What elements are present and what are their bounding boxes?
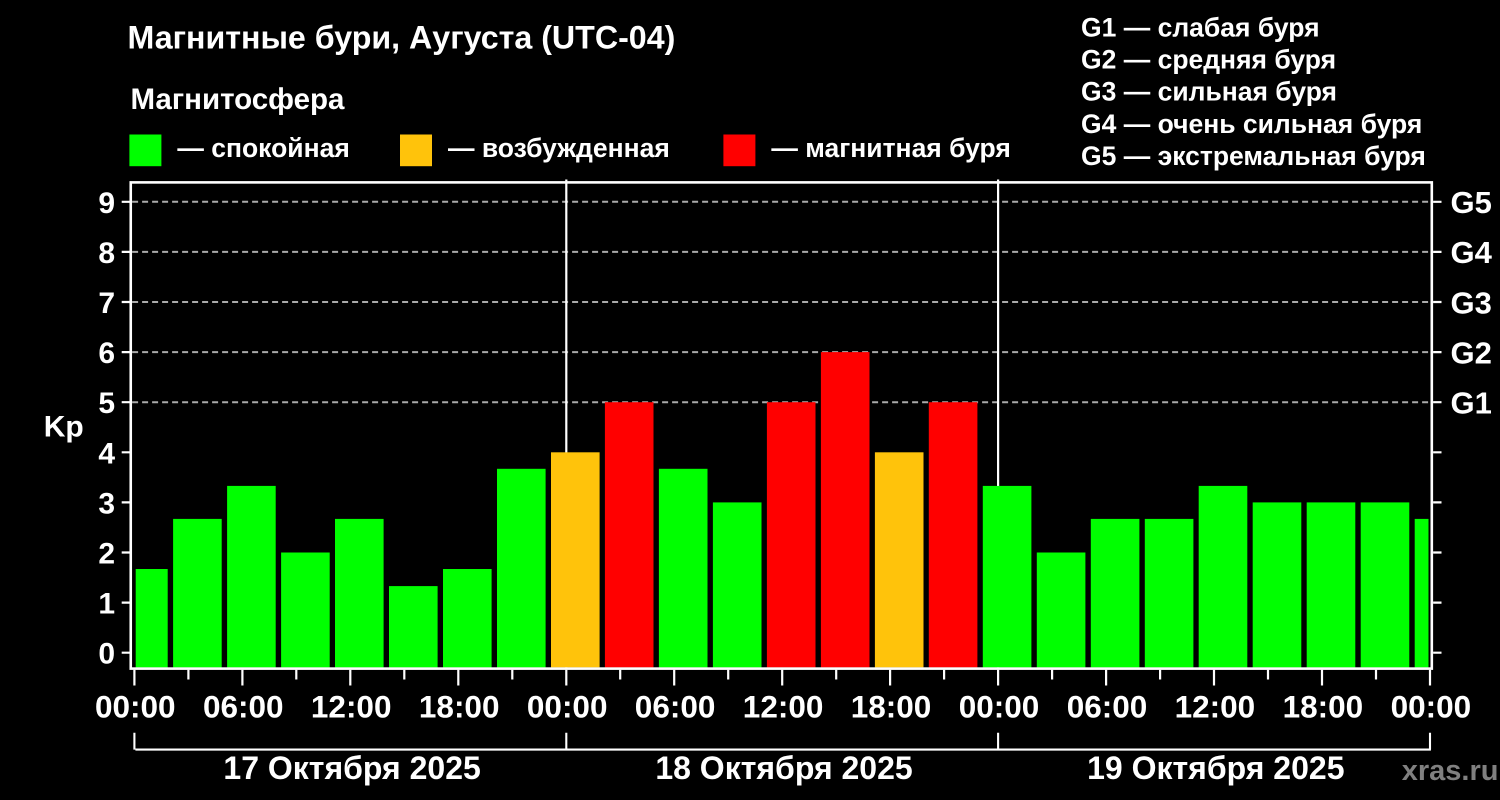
svg-text:3: 3 <box>98 487 115 520</box>
svg-text:G1 — слабая буря: G1 — слабая буря <box>1081 12 1320 42</box>
svg-text:G4: G4 <box>1451 235 1493 270</box>
svg-text:00:00: 00:00 <box>95 689 176 725</box>
svg-text:Kp: Kp <box>44 411 84 444</box>
svg-text:6: 6 <box>98 337 115 370</box>
svg-text:2: 2 <box>98 538 115 571</box>
svg-text:G5 — экстремальная буря: G5 — экстремальная буря <box>1081 141 1426 171</box>
svg-text:19 Октября 2025: 19 Октября 2025 <box>1087 750 1344 786</box>
svg-text:9: 9 <box>98 187 115 220</box>
svg-text:Магнитосфера: Магнитосфера <box>131 83 346 116</box>
svg-text:— спокойная: — спокойная <box>177 133 349 163</box>
svg-text:G5: G5 <box>1451 185 1492 220</box>
svg-text:G4 — очень сильная буря: G4 — очень сильная буря <box>1081 109 1422 139</box>
svg-text:12:00: 12:00 <box>743 689 824 725</box>
svg-text:00:00: 00:00 <box>1391 689 1472 725</box>
svg-text:xras.ru: xras.ru <box>1402 755 1499 787</box>
svg-text:— возбужденная: — возбужденная <box>448 133 670 163</box>
svg-text:G3 — сильная буря: G3 — сильная буря <box>1081 77 1337 107</box>
svg-text:18 Октября 2025: 18 Октября 2025 <box>655 750 912 786</box>
svg-text:Магнитные бури, Аугуста (UTC-0: Магнитные бури, Аугуста (UTC-04) <box>128 20 676 56</box>
svg-text:G2: G2 <box>1451 335 1492 370</box>
svg-text:G2 — средняя буря: G2 — средняя буря <box>1081 45 1336 75</box>
svg-text:1: 1 <box>98 588 115 621</box>
svg-text:00:00: 00:00 <box>527 689 608 725</box>
svg-text:18:00: 18:00 <box>851 689 932 725</box>
svg-text:00:00: 00:00 <box>959 689 1040 725</box>
svg-text:G1: G1 <box>1451 386 1492 421</box>
svg-text:12:00: 12:00 <box>1175 689 1256 725</box>
svg-text:12:00: 12:00 <box>311 689 392 725</box>
svg-text:5: 5 <box>98 387 115 420</box>
svg-text:— магнитная буря: — магнитная буря <box>771 133 1010 163</box>
svg-text:7: 7 <box>98 287 115 320</box>
svg-text:06:00: 06:00 <box>1067 689 1148 725</box>
svg-text:4: 4 <box>98 437 115 470</box>
svg-text:18:00: 18:00 <box>419 689 500 725</box>
svg-text:06:00: 06:00 <box>635 689 716 725</box>
svg-text:0: 0 <box>98 638 115 671</box>
svg-text:06:00: 06:00 <box>203 689 284 725</box>
svg-text:17 Октября 2025: 17 Октября 2025 <box>223 750 480 786</box>
svg-text:8: 8 <box>98 237 115 270</box>
svg-text:G3: G3 <box>1451 285 1492 320</box>
svg-text:18:00: 18:00 <box>1283 689 1364 725</box>
